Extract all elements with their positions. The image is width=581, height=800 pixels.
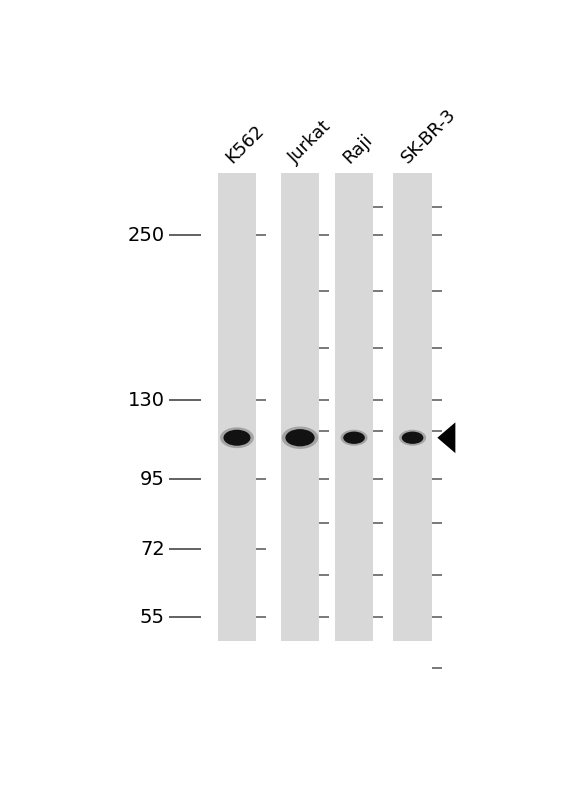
Bar (335, 173, 373, 641)
Text: 130: 130 (128, 390, 165, 410)
Ellipse shape (399, 430, 426, 446)
Text: 95: 95 (140, 470, 165, 489)
Text: K562: K562 (222, 122, 267, 167)
Polygon shape (437, 422, 456, 453)
Text: 250: 250 (128, 226, 165, 245)
Ellipse shape (224, 430, 250, 446)
Bar (218, 173, 256, 641)
Bar (281, 173, 319, 641)
Ellipse shape (340, 430, 368, 446)
Bar (393, 173, 432, 641)
Text: SK-BR-3: SK-BR-3 (397, 106, 459, 167)
Ellipse shape (402, 431, 424, 444)
Text: 72: 72 (140, 540, 165, 558)
Ellipse shape (282, 426, 318, 449)
Ellipse shape (343, 431, 365, 444)
Text: Jurkat: Jurkat (285, 117, 335, 167)
Text: Raji: Raji (339, 130, 375, 167)
Ellipse shape (220, 427, 254, 448)
Text: 55: 55 (140, 608, 165, 626)
Ellipse shape (285, 429, 315, 446)
